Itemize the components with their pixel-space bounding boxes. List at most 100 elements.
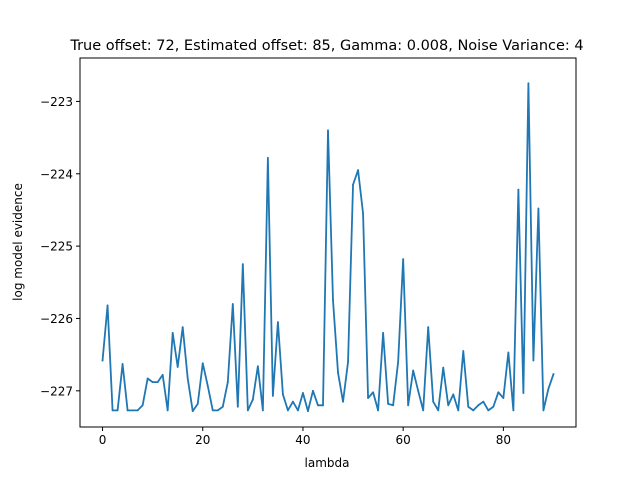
data-point — [111, 409, 114, 412]
data-point — [522, 392, 525, 394]
y-tick-label: −226 — [40, 312, 73, 326]
data-point — [307, 410, 309, 412]
data-point — [362, 212, 364, 215]
data-point — [477, 404, 480, 407]
data-point — [166, 409, 169, 412]
y-tick-label: −224 — [40, 167, 73, 181]
data-point — [251, 398, 254, 401]
y-axis-ticks: −227 −226 −225 −224 −223 — [40, 95, 80, 398]
data-point — [277, 321, 279, 323]
data-point — [492, 405, 495, 408]
x-tick-label: 60 — [396, 433, 411, 447]
data-point — [151, 381, 154, 384]
y-tick-label: −225 — [40, 240, 73, 254]
data-point — [317, 404, 319, 407]
data-point — [412, 369, 415, 372]
data-point — [547, 387, 550, 390]
data-point — [101, 359, 104, 362]
data-point — [116, 409, 119, 412]
data-point — [211, 409, 214, 412]
data-point — [442, 366, 445, 369]
data-point — [457, 409, 460, 412]
data-point — [176, 366, 179, 368]
chart-title: True offset: 72, Estimated offset: 85, G… — [69, 38, 583, 54]
data-point — [472, 409, 475, 412]
data-point — [512, 409, 515, 412]
x-tick-label: 40 — [295, 433, 310, 447]
data-point — [462, 350, 465, 352]
data-point — [206, 384, 209, 387]
data-point — [392, 404, 395, 407]
data-point — [327, 129, 329, 132]
axes-frame — [79, 57, 577, 428]
data-point — [302, 392, 304, 394]
data-point — [246, 409, 249, 412]
data-point — [337, 371, 339, 374]
data-point — [226, 381, 229, 384]
data-point — [322, 404, 324, 407]
data-point — [141, 404, 144, 407]
data-point — [382, 332, 385, 334]
data-point — [181, 326, 184, 329]
data-point — [437, 409, 440, 412]
data-point — [387, 402, 390, 405]
y-tick-label: −223 — [40, 95, 73, 109]
data-point — [231, 303, 234, 305]
data-point — [372, 391, 374, 394]
x-tick-label: 20 — [195, 433, 210, 447]
data-point — [482, 400, 485, 403]
data-point — [552, 373, 555, 376]
data-point — [256, 365, 259, 368]
data-point — [221, 405, 224, 408]
data-point — [312, 389, 314, 392]
data-point — [236, 405, 239, 408]
data-point — [432, 400, 435, 403]
data-point — [532, 359, 535, 362]
data-point — [352, 183, 354, 186]
data-point — [146, 377, 149, 380]
data-point — [537, 207, 540, 210]
data-point — [241, 263, 244, 266]
data-point — [542, 409, 545, 412]
data-point — [292, 400, 294, 403]
data-point — [342, 400, 344, 403]
data-point — [497, 391, 500, 394]
data-point — [332, 299, 334, 302]
data-point — [131, 409, 134, 412]
data-point — [527, 82, 530, 85]
data-point — [487, 409, 490, 412]
x-axis-ticks: 0 20 40 60 80 — [99, 427, 511, 447]
data-point — [161, 374, 164, 376]
data-point — [271, 394, 274, 397]
data-point — [377, 409, 379, 412]
data-point — [196, 402, 199, 405]
data-point — [407, 404, 410, 407]
data-point — [397, 360, 400, 363]
data-point — [261, 409, 264, 412]
plot-area: 0 20 40 60 80 −227 −226 −225 −224 −223 — [40, 57, 577, 447]
data-point — [216, 409, 219, 412]
data-point — [186, 377, 189, 380]
data-point — [282, 393, 284, 396]
data-point — [156, 381, 159, 384]
data-point — [121, 363, 124, 365]
data-point — [266, 156, 269, 159]
data-point — [447, 404, 450, 407]
y-axis-label: log model evidence — [11, 183, 25, 301]
data-point — [517, 188, 520, 191]
data-point — [287, 409, 289, 412]
data-point — [297, 409, 299, 412]
data-point — [106, 304, 109, 307]
data-point — [191, 410, 194, 412]
x-axis-label: lambda — [305, 456, 350, 470]
data-point — [507, 351, 510, 354]
data-point — [136, 409, 139, 412]
data-point — [171, 332, 174, 334]
data-points — [101, 82, 555, 412]
x-tick-label: 80 — [496, 433, 511, 447]
data-point — [427, 326, 430, 329]
data-point — [347, 360, 349, 363]
data-point — [367, 397, 369, 399]
